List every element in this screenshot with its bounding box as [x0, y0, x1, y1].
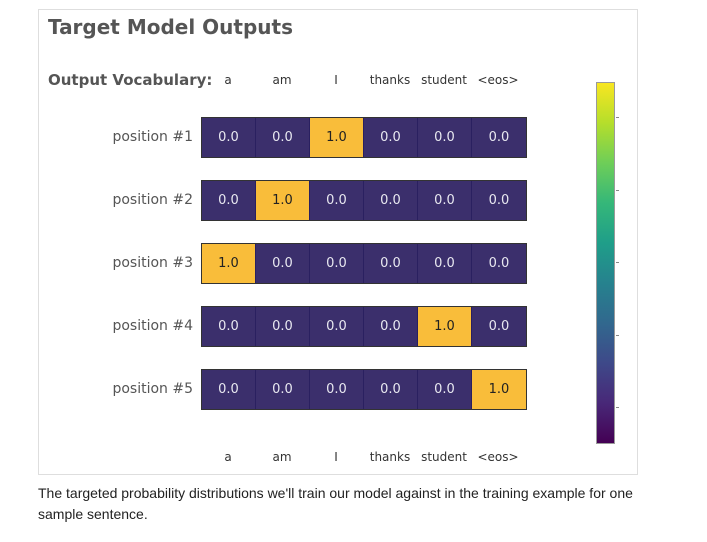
- bottom-vocab-word: student: [421, 450, 467, 464]
- bottom-vocab-word: <eos>: [477, 450, 519, 464]
- top-vocab-word: student: [421, 73, 467, 87]
- colorbar: [596, 82, 615, 444]
- probability-cell: 0.0: [310, 307, 364, 346]
- colorbar-tick: [616, 190, 619, 191]
- probability-cell: 0.0: [256, 307, 310, 346]
- probability-cell: 0.0: [256, 118, 310, 157]
- vocabulary-label: Output Vocabulary:: [48, 71, 213, 89]
- position-label: position #2: [112, 192, 193, 208]
- colorbar-tick: [616, 335, 619, 336]
- position-label: position #1: [112, 129, 193, 145]
- probability-cell: 0.0: [364, 244, 418, 283]
- probability-cell: 1.0: [310, 118, 364, 157]
- position-label: position #4: [112, 318, 193, 334]
- figure-title: Target Model Outputs: [48, 15, 293, 39]
- probability-cell: 0.0: [472, 244, 526, 283]
- probability-cell: 0.0: [202, 370, 256, 409]
- probability-cell: 0.0: [202, 307, 256, 346]
- position-label: position #3: [112, 255, 193, 271]
- position-label: position #5: [112, 381, 193, 397]
- colorbar-tick: [616, 407, 619, 408]
- top-vocab-word: <eos>: [477, 73, 519, 87]
- probability-cell: 0.0: [364, 181, 418, 220]
- probability-row: 0.0 1.0 0.0 0.0 0.0 0.0: [201, 180, 527, 221]
- top-vocab-word: am: [272, 73, 292, 87]
- probability-cell: 0.0: [418, 244, 472, 283]
- probability-cell: 0.0: [364, 370, 418, 409]
- probability-row: 0.0 0.0 1.0 0.0 0.0 0.0: [201, 117, 527, 158]
- figure-caption: The targeted probability distributions w…: [38, 485, 633, 522]
- probability-cell: 0.0: [364, 307, 418, 346]
- top-vocab-word: thanks: [369, 73, 411, 87]
- probability-cell: 0.0: [202, 118, 256, 157]
- probability-cell: 0.0: [256, 370, 310, 409]
- probability-cell: 0.0: [472, 307, 526, 346]
- probability-cell: 0.0: [202, 181, 256, 220]
- bottom-vocab-word: I: [334, 450, 338, 464]
- colorbar-tick: [616, 262, 619, 263]
- bottom-vocab-word: a: [224, 450, 232, 464]
- probability-cell: 1.0: [418, 307, 472, 346]
- probability-cell: 0.0: [472, 118, 526, 157]
- probability-cell: 1.0: [472, 370, 526, 409]
- probability-cell: 0.0: [364, 118, 418, 157]
- bottom-vocab-word: thanks: [369, 450, 411, 464]
- probability-cell: 0.0: [418, 370, 472, 409]
- probability-cell: 1.0: [202, 244, 256, 283]
- probability-cell: 1.0: [256, 181, 310, 220]
- probability-cell: 0.0: [310, 244, 364, 283]
- probability-cell: 0.0: [418, 118, 472, 157]
- probability-cell: 0.0: [472, 181, 526, 220]
- top-vocab-word: a: [224, 73, 232, 87]
- bottom-vocab-word: am: [272, 450, 292, 464]
- colorbar-tick: [616, 117, 619, 118]
- target-outputs-figure: Target Model Outputs Output Vocabulary: …: [38, 9, 638, 475]
- probability-row: 1.0 0.0 0.0 0.0 0.0 0.0: [201, 243, 527, 284]
- probability-cell: 0.0: [256, 244, 310, 283]
- probability-cell: 0.0: [418, 181, 472, 220]
- probability-cell: 0.0: [310, 181, 364, 220]
- top-vocab-word: I: [334, 73, 338, 87]
- probability-row: 0.0 0.0 0.0 0.0 1.0 0.0: [201, 306, 527, 347]
- probability-cell: 0.0: [310, 370, 364, 409]
- probability-row: 0.0 0.0 0.0 0.0 0.0 1.0: [201, 369, 527, 410]
